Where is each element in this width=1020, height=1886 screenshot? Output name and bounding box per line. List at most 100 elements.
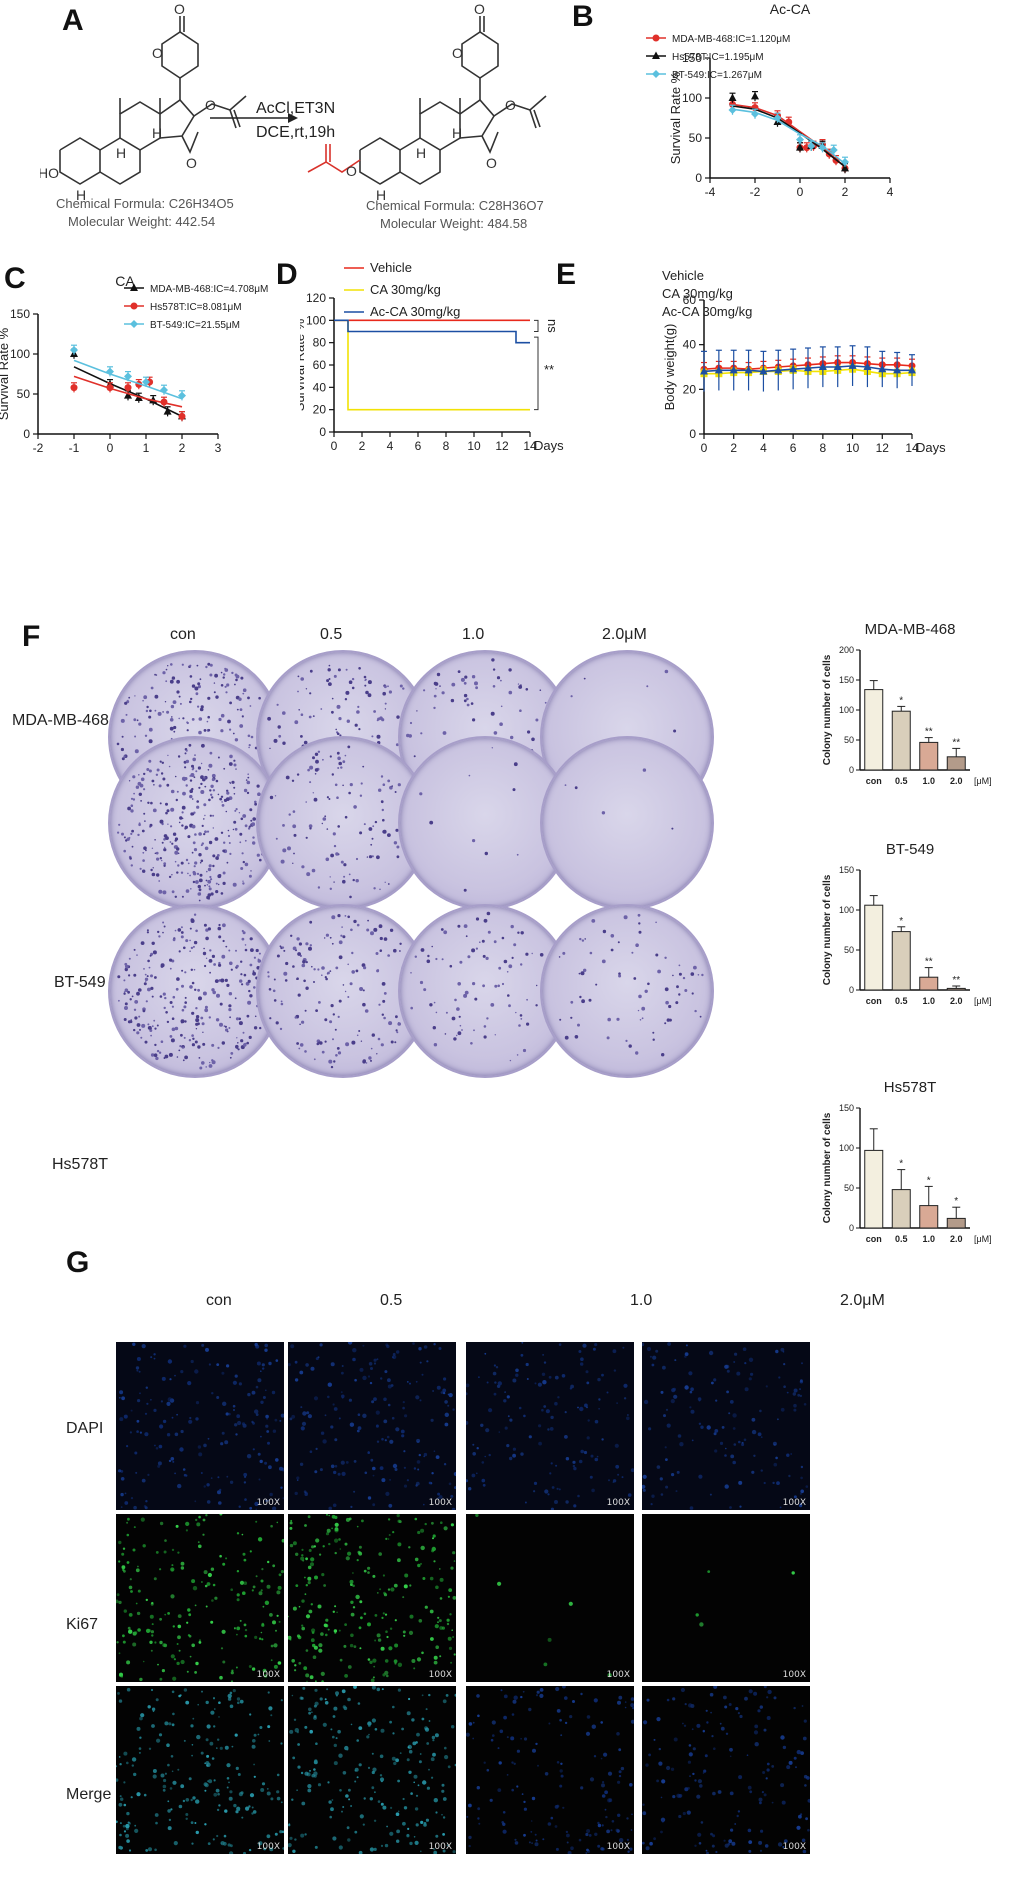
data-point	[833, 362, 842, 370]
bar	[919, 976, 939, 991]
legend-marker	[130, 302, 138, 310]
significance-label: *	[927, 1175, 931, 1186]
magnification-label: 100X	[428, 1670, 452, 1680]
reactant-ho-label: HO	[40, 165, 59, 181]
x-tick-label: 2.0	[950, 776, 963, 786]
series-ac-ca-30mg-kg	[700, 345, 916, 392]
x-tick-label: 0	[797, 185, 804, 199]
y-tick-label: 20	[313, 403, 327, 417]
significance-label: **	[544, 362, 554, 377]
data-point	[729, 365, 738, 374]
x-tick-label: con	[866, 776, 882, 786]
colony-dish	[540, 736, 714, 910]
data-point	[789, 364, 798, 373]
x-tick-label: 2.0	[950, 1234, 963, 1244]
significance-label: *	[899, 695, 903, 706]
x-tick-label: 0.5	[895, 776, 908, 786]
colony-row-bt-549: BT-549	[54, 974, 106, 991]
data-point	[841, 163, 849, 172]
panel-letter-b: B	[572, 0, 594, 33]
ns-bracket	[534, 319, 539, 332]
y-tick-label: 100	[306, 313, 326, 327]
product-o-label: O	[505, 97, 516, 113]
if-image-merge: 100X	[642, 1686, 810, 1854]
significance-label: *	[899, 1159, 903, 1170]
y-tick-label: 50	[844, 945, 854, 955]
colony-dots	[558, 913, 704, 1057]
product-o-label: O	[474, 1, 485, 17]
legend-label: CA 30mg/kg	[370, 282, 441, 297]
reactant-o-label: O	[186, 155, 197, 171]
y-tick-label: 150	[839, 865, 854, 875]
colony-dots	[410, 911, 564, 1062]
bar	[919, 1205, 939, 1229]
x-tick-label: 0	[701, 441, 708, 455]
x-tick-label: 4	[387, 439, 394, 453]
data-point	[774, 365, 783, 374]
magnification-label: 100X	[782, 1842, 806, 1852]
x-tick-label: 14	[523, 439, 537, 453]
colony-dots	[419, 747, 519, 892]
bar	[919, 741, 939, 771]
product-h-label: H	[416, 145, 426, 161]
y-tick-label: 150	[682, 51, 702, 65]
chart-d-survival-days: 0 2 4 6 8 10 12 14 0 20 40 60 80 100 120 Survival Rate …	[300, 260, 564, 453]
data-point	[878, 364, 887, 373]
y-tick-label: 50	[17, 387, 31, 401]
x-tick-label: 10	[467, 439, 481, 453]
product-o-label: O	[486, 155, 497, 171]
colony-dose-1-0: 1.0	[462, 626, 485, 643]
legend-label: Ac-CA 30mg/kg	[370, 304, 460, 319]
x-tick-label: 14	[905, 441, 919, 455]
x-tick-label: -2	[33, 441, 44, 455]
panel-letter-f: F	[22, 620, 41, 653]
bar-chart-mda-mb-468: MDA-MB-468 0 50 100 150 200 Colony number of c…	[822, 621, 992, 786]
data-point	[804, 363, 812, 372]
if-dose-con: con	[206, 1292, 232, 1309]
if-cells	[288, 1342, 456, 1510]
data-point	[807, 142, 816, 150]
legend-label: Hs578T:IC=8.081μM	[150, 302, 242, 313]
data-point	[124, 384, 132, 392]
if-image-dapi: 100X	[288, 1342, 456, 1510]
panel-letter-d: D	[276, 258, 298, 291]
x-tick-label: 12	[495, 439, 509, 453]
x-tick-label: con	[866, 1234, 882, 1244]
reactant-h-label: H	[152, 125, 162, 141]
legend-label: Ac-CA 30mg/kg	[662, 304, 752, 319]
product-o-label: O	[346, 163, 357, 179]
reactant-o-label: O	[205, 97, 216, 113]
data-point	[700, 366, 708, 375]
y-tick-label: 150	[839, 1103, 854, 1113]
significance-label: **	[925, 957, 933, 968]
x-tick-label: 12	[876, 441, 890, 455]
y-tick-label: 100	[839, 1143, 854, 1153]
if-cells	[116, 1687, 284, 1854]
reactant-structure	[59, 16, 247, 185]
series-ac-ca-30mg-kg	[334, 319, 530, 344]
ns-label: ns	[545, 319, 560, 333]
reactant-weight: Molecular Weight: 442.54	[68, 214, 216, 229]
data-point	[908, 365, 916, 374]
data-point	[178, 391, 186, 400]
if-cells	[116, 1514, 284, 1682]
data-point	[106, 367, 114, 376]
chart-b-survival-ac-ca: -4 -2 0 2 4 0 50 100 150 Ac-CA Survival Rate % MDA-…	[646, 1, 894, 199]
if-cells	[695, 1570, 795, 1627]
legend-label: Vehicle	[370, 260, 412, 275]
data-point	[728, 106, 737, 114]
x-axis-label: Days	[916, 440, 946, 455]
magnification-label: 100X	[428, 1842, 452, 1852]
x-tick-label: 10	[846, 441, 860, 455]
step-line	[334, 319, 530, 411]
y-tick-label: 50	[844, 1183, 854, 1193]
if-image-ki67: 100X	[466, 1514, 634, 1682]
x-tick-label: 1.0	[922, 776, 935, 786]
product-structure	[359, 16, 547, 185]
if-cells	[642, 1342, 809, 1510]
product-h-label: H	[452, 125, 462, 141]
panel-letter-g: G	[66, 1246, 90, 1279]
chart-title: CA	[115, 273, 135, 289]
bar-chart-hs578t: Hs578T 0 50 100 150 Colony number of cells con…	[822, 1079, 992, 1244]
y-tick-label: 200	[839, 645, 854, 655]
